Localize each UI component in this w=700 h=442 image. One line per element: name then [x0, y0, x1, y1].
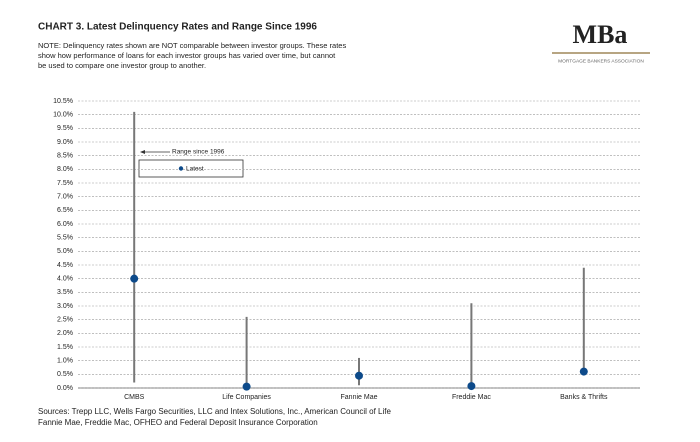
- x-tick-label: Banks & Thrifts: [560, 394, 608, 401]
- x-tick-label: CMBS: [124, 394, 145, 401]
- note-line: NOTE: Delinquency rates shown are NOT co…: [38, 41, 346, 50]
- y-tick-label: 4.0%: [57, 276, 73, 283]
- y-tick-label: 9.0%: [57, 139, 73, 146]
- legend-arrowhead: [140, 150, 145, 154]
- legend-box: [138, 159, 244, 178]
- x-tick-label: Life Companies: [222, 394, 271, 401]
- legend-dot: [178, 166, 184, 171]
- y-tick-label: 4.5%: [57, 262, 73, 269]
- sources-line: Fannie Mae, Freddie Mac, OFHEO and Feder…: [38, 418, 318, 427]
- y-tick-label: 1.5%: [57, 344, 73, 351]
- y-tick-label: 1.0%: [57, 358, 73, 365]
- y-tick-label: 8.5%: [57, 153, 73, 160]
- latest-dot: [130, 274, 139, 283]
- chart-title: CHART 3. Latest Delinquency Rates and Ra…: [38, 22, 317, 33]
- y-tick-label: 5.5%: [57, 235, 73, 242]
- y-tick-label: 7.0%: [57, 194, 73, 201]
- y-tick-label: 2.5%: [57, 317, 73, 324]
- note-line: be used to compare one investor group to…: [38, 61, 206, 70]
- y-tick-label: 10.5%: [53, 98, 73, 105]
- logo: MBa: [573, 20, 628, 49]
- legend-label: Range since 1996: [172, 149, 225, 156]
- latest-dot: [579, 367, 588, 376]
- y-tick-label: 6.5%: [57, 207, 73, 214]
- y-tick-label: 3.5%: [57, 289, 73, 296]
- y-tick-label: 8.0%: [57, 166, 73, 173]
- sources-line: Sources: Trepp LLC, Wells Fargo Securiti…: [38, 407, 391, 416]
- y-tick-label: 5.0%: [57, 248, 73, 255]
- y-tick-label: 0.0%: [57, 385, 73, 392]
- note-line: show how performance of loans for each i…: [38, 51, 336, 60]
- latest-dot: [242, 382, 251, 391]
- y-tick-label: 6.0%: [57, 221, 73, 228]
- y-tick-label: 7.5%: [57, 180, 73, 187]
- legend-label: Latest: [186, 166, 204, 173]
- y-tick-label: 3.0%: [57, 303, 73, 310]
- y-tick-label: 10.0%: [53, 112, 73, 119]
- y-tick-label: 9.5%: [57, 125, 73, 132]
- latest-dot: [467, 382, 476, 391]
- logo-subtitle: MORTGAGE BANKERS ASSOCIATION: [558, 58, 644, 64]
- latest-dot: [355, 371, 363, 380]
- x-tick-label: Freddie Mac: [452, 394, 491, 401]
- x-tick-label: Fannie Mae: [341, 394, 378, 401]
- y-tick-label: 0.5%: [57, 371, 73, 378]
- y-tick-label: 2.0%: [57, 330, 73, 337]
